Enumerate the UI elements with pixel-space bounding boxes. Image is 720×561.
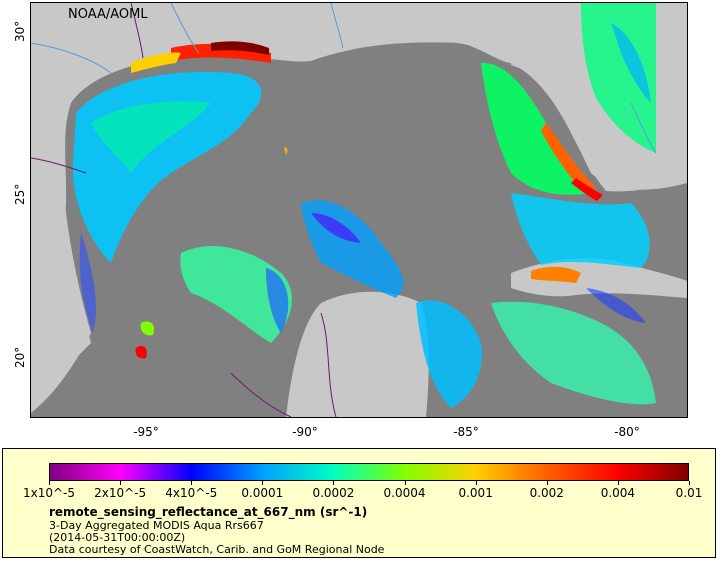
lat-tick-20: 20° <box>13 346 27 368</box>
product-description: 3-Day Aggregated MODIS Aqua Rrs667 <box>49 519 264 532</box>
lon-tick-minus85: -85° <box>453 425 479 439</box>
lon-tick-minus80: -80° <box>614 425 640 439</box>
colorbar-tick <box>404 481 406 485</box>
yucatan-land <box>286 291 429 417</box>
rivers <box>31 3 657 154</box>
map-credit: NOAA/AOML <box>68 7 148 22</box>
colorbar-tick <box>191 481 193 485</box>
data-source: Data courtesy of CoastWatch, Carib. and … <box>49 543 385 556</box>
lon-tick-minus95: -95° <box>133 425 159 439</box>
colorbar-label: 0.001 <box>458 486 493 500</box>
lat-tick-30: 30° <box>13 20 27 42</box>
colorbar-tick <box>546 481 548 485</box>
colorbar-label: 1x10^-5 <box>22 486 76 500</box>
time-stamp: (2014-05-31T00:00:00Z) <box>49 531 186 544</box>
colorbar-label: 0.002 <box>529 486 564 500</box>
colorbar-tick <box>333 481 335 485</box>
colorbar-label: 0.004 <box>600 486 636 500</box>
colorbar-label: 2x10^-5 <box>94 486 147 500</box>
colorbar-tick <box>262 481 264 485</box>
lon-tick-minus90: -90° <box>292 425 318 439</box>
colorbar-label: 0.01 <box>675 486 703 500</box>
legend-panel: 1x10^-5 2x10^-5 4x10^-5 0.0001 0.0002 0.0004 0… <box>2 448 716 558</box>
colorbar-tick <box>617 481 619 485</box>
colorbar-tick <box>120 481 122 485</box>
colorbar-label: 0.0002 <box>312 486 355 500</box>
colorbar-label: 0.0004 <box>383 486 426 500</box>
colorbar-tick <box>689 481 690 485</box>
colorbar-tick <box>49 481 50 485</box>
colorbar-label: 0.0001 <box>241 486 284 500</box>
colorbar-label: 4x10^-5 <box>165 486 218 500</box>
map-panel[interactable]: NOAA/AOML <box>30 2 688 418</box>
us-coast-land <box>31 3 511 113</box>
political-borders <box>31 3 337 417</box>
colorbar <box>49 463 689 481</box>
lat-tick-25: 25° <box>13 183 27 205</box>
variable-title: remote_sensing_reflectance_at_667_nm (sr… <box>49 505 368 519</box>
mexico-land <box>31 143 91 413</box>
map-canvas[interactable] <box>31 3 687 417</box>
colorbar-tick <box>475 481 477 485</box>
